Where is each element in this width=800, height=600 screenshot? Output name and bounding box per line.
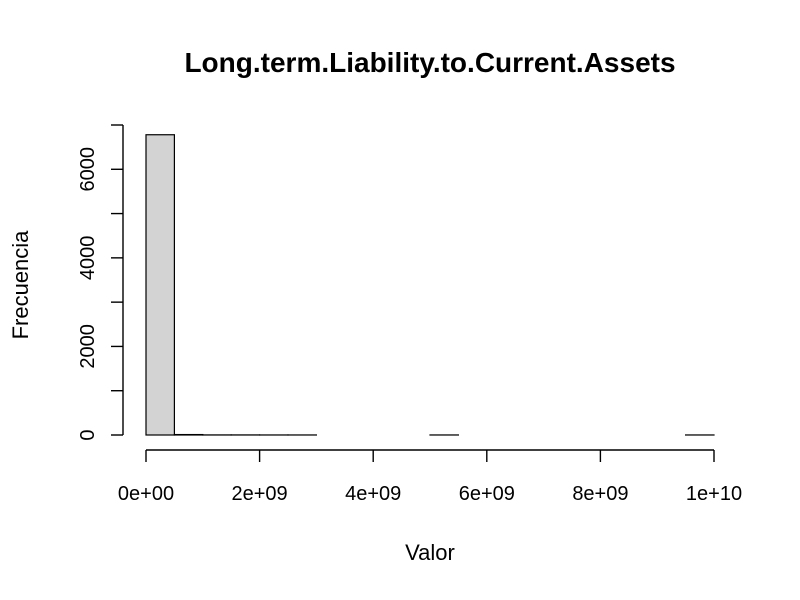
- x-tick-label: 0e+00: [118, 483, 174, 505]
- y-axis-label: Frecuencia: [8, 230, 33, 340]
- x-tick-label: 8e+09: [572, 483, 628, 505]
- y-tick-label: 2000: [77, 324, 99, 369]
- y-axis: 0 2000 4000 6000: [77, 124, 124, 441]
- x-tick-label: 4e+09: [345, 483, 401, 505]
- x-tick-label: 6e+09: [459, 483, 515, 505]
- bars-group: [145, 134, 715, 436]
- x-tick-label: 1e+10: [686, 483, 742, 505]
- y-tick-label: 6000: [77, 147, 99, 192]
- x-axis-label: Valor: [405, 540, 455, 565]
- chart-title: Long.term.Liability.to.Current.Assets: [184, 47, 675, 78]
- x-axis: 0e+00 2e+09 4e+09 6e+09 8e+09 1e+10: [118, 449, 742, 505]
- histogram-bar: [145, 134, 175, 436]
- y-tick-label: 0: [77, 429, 99, 440]
- y-tick-label: 4000: [77, 236, 99, 281]
- x-tick-label: 2e+09: [232, 483, 288, 505]
